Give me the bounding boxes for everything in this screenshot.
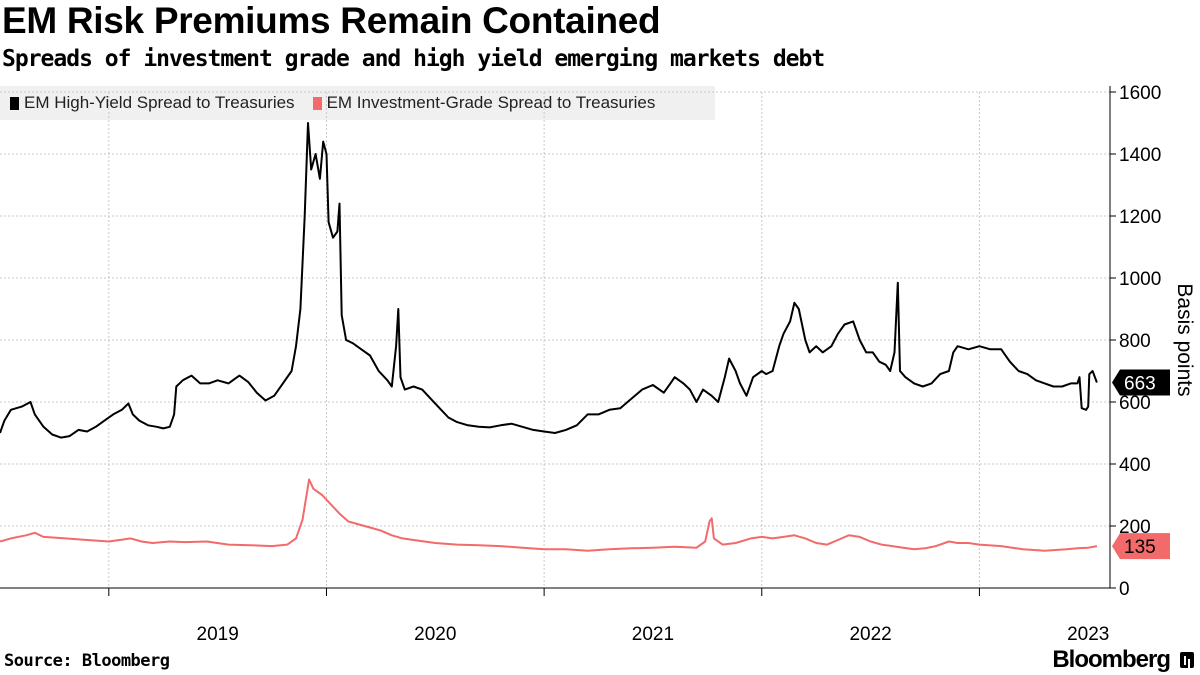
- legend: EM High-Yield Spread to Treasuries EM In…: [0, 86, 715, 120]
- x-tick-label: 2023: [1067, 624, 1109, 645]
- bloomberg-terminal-icon: [1180, 652, 1194, 668]
- high-yield-last-value: 663: [1124, 373, 1156, 394]
- y-tick-label: 400: [1119, 455, 1151, 476]
- legend-swatch-investment-grade: [312, 96, 322, 110]
- chart-title: EM Risk Premiums Remain Contained: [2, 0, 661, 41]
- y-axis-label: Basis points: [1173, 283, 1196, 396]
- y-tick-label: 1200: [1119, 207, 1161, 228]
- investment-grade-series-line: [0, 478, 1098, 552]
- y-tick-label: 600: [1119, 393, 1151, 414]
- chart-subtitle: Spreads of investment grade and high yie…: [2, 46, 825, 72]
- y-tick-label: 0: [1119, 579, 1130, 600]
- x-tick-label: 2020: [414, 624, 456, 645]
- legend-swatch-high-yield: [10, 96, 19, 110]
- y-tick-label: 800: [1119, 331, 1151, 352]
- source-note: Source: Bloomberg: [4, 651, 170, 671]
- x-tick-label: 2022: [849, 624, 891, 645]
- y-tick-label: 200: [1119, 517, 1151, 538]
- y-tick-label: 1000: [1119, 269, 1161, 290]
- x-tick-label: 2019: [197, 624, 239, 645]
- legend-label-high-yield: EM High-Yield Spread to Treasuries: [24, 93, 295, 112]
- high-yield-last-value-badge: [1112, 369, 1170, 396]
- bloomberg-logo: Bloomberg: [1052, 646, 1171, 673]
- investment-grade-last-value-badge: [1112, 533, 1170, 560]
- legend-label-investment-grade: EM Investment-Grade Spread to Treasuries: [326, 93, 656, 112]
- high-yield-series-line: [0, 122, 1098, 439]
- y-tick-label: 1600: [1119, 83, 1161, 104]
- y-tick-label: 1400: [1119, 145, 1161, 166]
- legend-item-investment-grade[interactable]: EM Investment-Grade Spread to Treasuries: [312, 93, 656, 113]
- investment-grade-last-value: 135: [1124, 537, 1156, 558]
- legend-item-high-yield[interactable]: EM High-Yield Spread to Treasuries: [10, 93, 295, 113]
- x-tick-label: 2021: [632, 624, 674, 645]
